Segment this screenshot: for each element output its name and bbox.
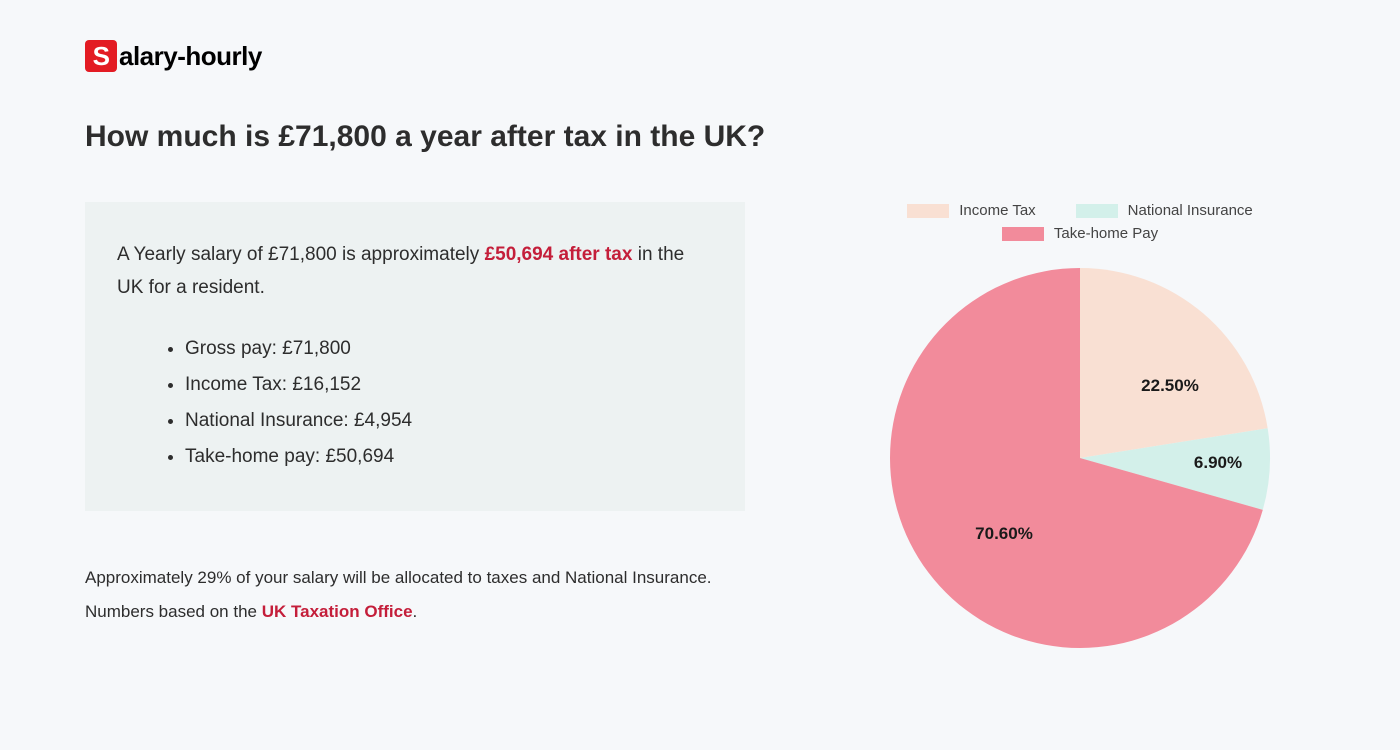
page-title: How much is £71,800 a year after tax in … [85,120,1315,154]
list-item: National Insurance: £4,954 [185,403,713,439]
legend-swatch [1076,204,1118,218]
footer-line2-post: . [413,602,418,621]
footer-line1: Approximately 29% of your salary will be… [85,568,712,587]
list-item: Gross pay: £71,800 [185,331,713,367]
breakdown-list: Gross pay: £71,800 Income Tax: £16,152 N… [117,331,713,475]
footer-line2-pre: Numbers based on the [85,602,262,621]
pie-slice [1080,268,1268,458]
legend-item: Income Tax [907,202,1035,219]
footer-note: Approximately 29% of your salary will be… [85,561,745,629]
summary-column: A Yearly salary of £71,800 is approximat… [85,202,745,658]
legend-swatch [1002,227,1044,241]
summary-sentence: A Yearly salary of £71,800 is approximat… [117,238,713,305]
slice-label: 22.50% [1141,376,1199,396]
slice-label: 6.90% [1194,453,1242,473]
list-item: Take-home pay: £50,694 [185,439,713,475]
pie-chart: 22.50% 6.90% 70.60% [880,258,1280,658]
site-logo: Salary-hourly [85,40,1315,72]
list-item: Income Tax: £16,152 [185,367,713,403]
slice-label: 70.60% [975,524,1033,544]
legend-item: Take-home Pay [1002,225,1158,242]
legend-label: Take-home Pay [1054,225,1158,242]
source-link[interactable]: UK Taxation Office [262,602,413,621]
chart-legend: Income Tax National Insurance Take-home … [870,202,1290,248]
legend-label: Income Tax [959,202,1035,219]
logo-text: alary-hourly [119,41,262,72]
legend-label: National Insurance [1128,202,1253,219]
chart-column: Income Tax National Insurance Take-home … [845,202,1315,658]
legend-swatch [907,204,949,218]
logo-badge: S [85,40,117,72]
summary-pre: A Yearly salary of £71,800 is approximat… [117,244,485,265]
summary-highlight: £50,694 after tax [485,244,633,265]
summary-box: A Yearly salary of £71,800 is approximat… [85,202,745,511]
legend-item: National Insurance [1076,202,1253,219]
